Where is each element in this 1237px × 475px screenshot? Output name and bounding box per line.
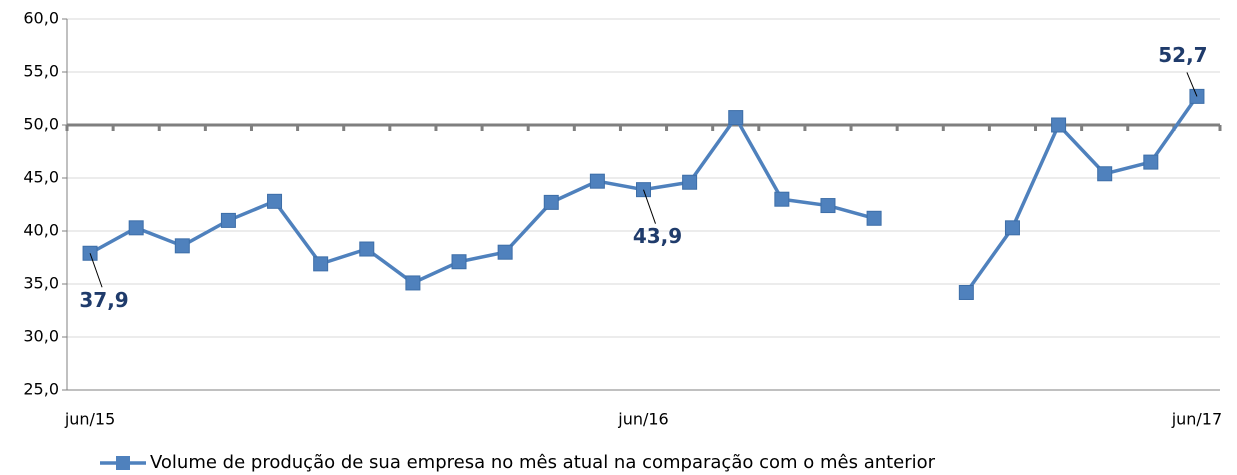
point-marker: [1004, 220, 1020, 236]
y-tick-label: 60,0: [23, 9, 59, 28]
y-tick-label: 40,0: [23, 221, 59, 240]
y-tick-label: 55,0: [23, 62, 59, 81]
y-tick-label: 25,0: [23, 380, 59, 399]
y-tick-label: 50,0: [23, 115, 59, 134]
x-tick-label: jun/15: [64, 410, 115, 429]
point-marker: [589, 173, 605, 189]
point-marker: [774, 191, 790, 207]
point-marker: [313, 256, 329, 272]
series-line: [89, 95, 1199, 294]
legend-marker: [116, 456, 130, 470]
point-marker: [451, 254, 467, 270]
point-marker: [866, 210, 882, 226]
value-label: 37,9: [79, 288, 128, 312]
y-tick-label: 35,0: [23, 274, 59, 293]
point-marker: [359, 241, 375, 257]
point-marker: [267, 193, 283, 209]
point-marker: [958, 284, 974, 300]
value-label: 52,7: [1158, 43, 1207, 67]
point-marker: [543, 194, 559, 210]
leader-line: [89, 253, 103, 288]
leader-line: [643, 189, 656, 224]
point-marker: [1143, 154, 1159, 170]
y-tick-label: 45,0: [23, 168, 59, 187]
point-marker: [682, 174, 698, 190]
point-marker: [1097, 166, 1113, 182]
point-marker: [220, 212, 236, 228]
x-tick-label: jun/16: [617, 410, 668, 429]
leader-line: [1186, 72, 1198, 97]
value-label: 43,9: [633, 224, 682, 248]
y-tick-label: 30,0: [23, 327, 59, 346]
x-tick-label: jun/17: [1171, 410, 1222, 429]
point-marker: [174, 238, 190, 254]
point-marker: [405, 275, 421, 291]
point-marker: [728, 110, 744, 126]
point-marker: [820, 198, 836, 214]
point-marker: [128, 220, 144, 236]
point-marker: [497, 244, 513, 260]
point-marker: [1051, 117, 1067, 133]
legend-label: Volume de produção de sua empresa no mês…: [150, 452, 936, 473]
